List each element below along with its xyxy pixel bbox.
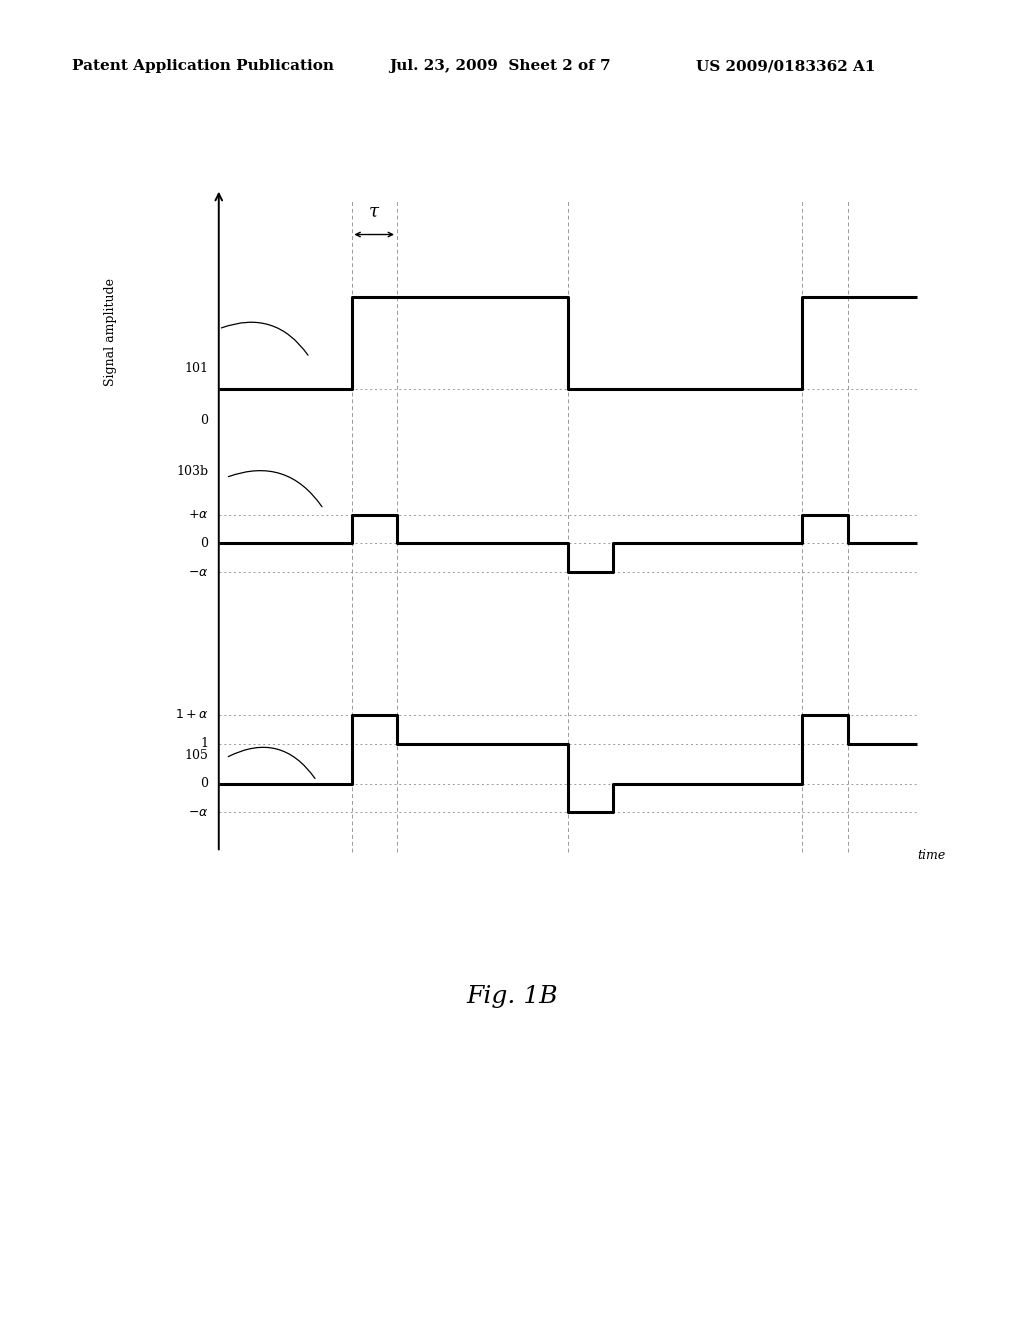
Text: $+\alpha$: $+\alpha$ bbox=[187, 508, 208, 521]
Text: $1+\alpha$: $1+\alpha$ bbox=[175, 709, 208, 722]
Text: $-\alpha$: $-\alpha$ bbox=[187, 565, 208, 578]
Text: Fig. 1B: Fig. 1B bbox=[466, 985, 558, 1008]
Text: τ: τ bbox=[370, 202, 379, 220]
Text: 103b: 103b bbox=[176, 466, 208, 478]
Text: Signal amplitude: Signal amplitude bbox=[104, 277, 117, 385]
Text: Jul. 23, 2009  Sheet 2 of 7: Jul. 23, 2009 Sheet 2 of 7 bbox=[389, 59, 610, 74]
Text: time: time bbox=[918, 849, 945, 862]
Text: 0: 0 bbox=[201, 414, 208, 426]
Text: 0: 0 bbox=[201, 777, 208, 791]
Text: $-\alpha$: $-\alpha$ bbox=[187, 805, 208, 818]
Text: 1: 1 bbox=[201, 737, 208, 750]
Text: Patent Application Publication: Patent Application Publication bbox=[72, 59, 334, 74]
Text: 0: 0 bbox=[201, 537, 208, 550]
Text: 105: 105 bbox=[184, 748, 208, 762]
Text: US 2009/0183362 A1: US 2009/0183362 A1 bbox=[696, 59, 876, 74]
Text: 101: 101 bbox=[184, 363, 208, 375]
